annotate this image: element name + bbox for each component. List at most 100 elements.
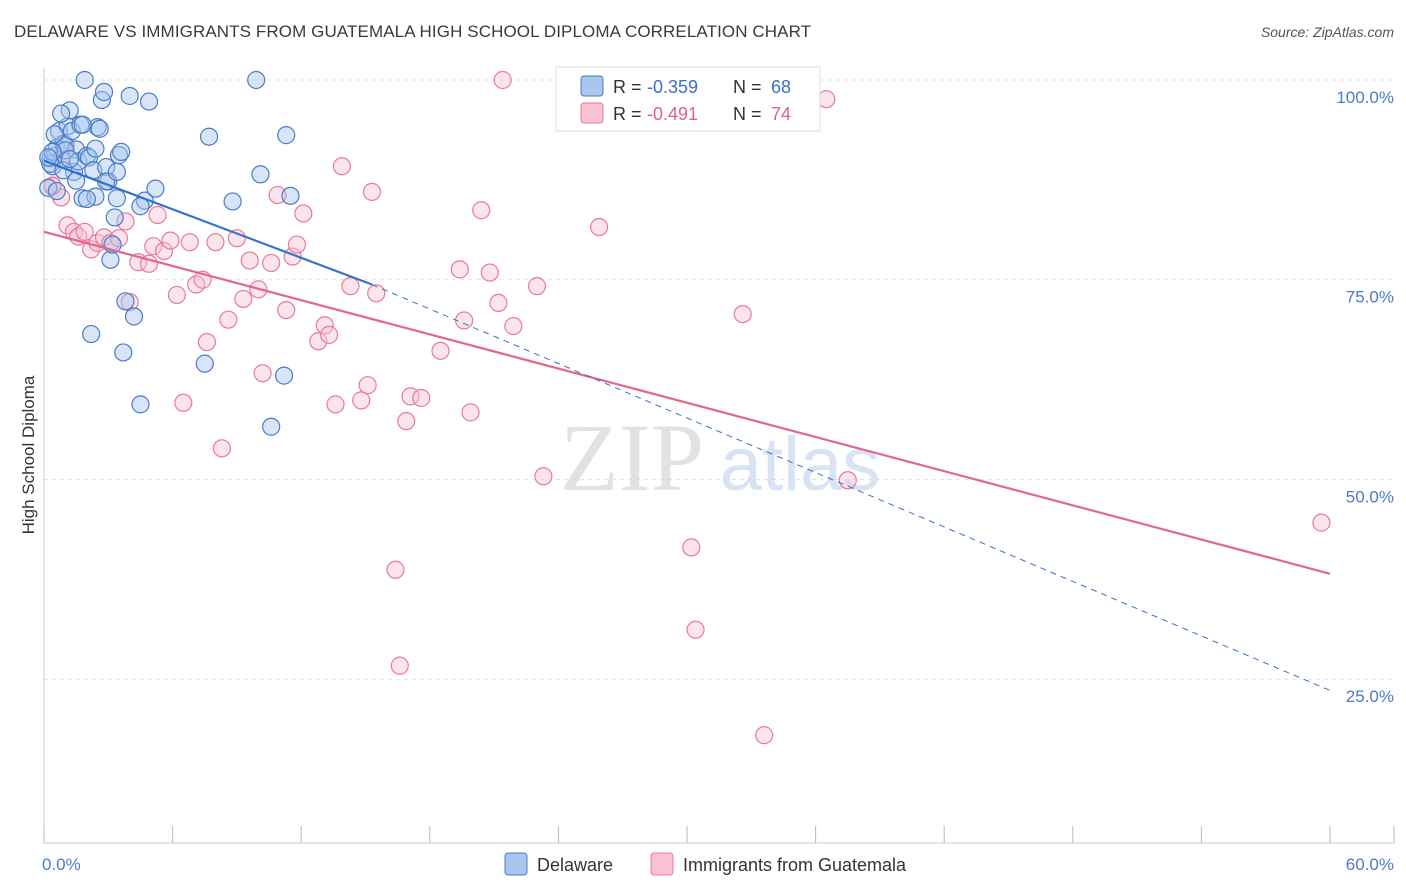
guatemala-point-50 (390, 656, 409, 675)
chart-title: DELAWARE VS IMMIGRANTS FROM GUATEMALA HI… (14, 22, 812, 41)
delaware-point-40 (139, 92, 159, 111)
guatemala-point-42 (326, 395, 345, 414)
delaware-point-26 (94, 82, 114, 102)
legend-bottom-label-delaware: Delaware (537, 855, 613, 875)
delaware-point-49 (281, 186, 300, 205)
guatemala-point-59 (480, 263, 499, 282)
delaware-point-20 (82, 324, 101, 344)
guatemala-point-45 (352, 391, 371, 410)
legend-r-label-pink: R = (613, 104, 642, 124)
delaware-point-50 (277, 126, 296, 145)
delaware-trend-extension (371, 284, 1331, 691)
guatemala-point-19 (167, 285, 186, 305)
legend-swatch-pink (580, 102, 604, 124)
delaware-point-60 (86, 139, 105, 158)
guatemala-point-56 (454, 311, 474, 330)
guatemala-point-44 (341, 277, 360, 296)
guatemala-point-49 (386, 560, 405, 579)
guatemala-point-67 (686, 620, 705, 639)
legend-bottom-label-guatemala: Immigrants from Guatemala (683, 855, 907, 875)
guatemala-point-47 (362, 182, 382, 201)
delaware-point-63 (73, 115, 92, 134)
legend-r-label-blue: R = (613, 77, 642, 97)
delaware-point-64 (107, 162, 126, 181)
y-tick-label-50: 50.0% (1346, 487, 1394, 506)
delaware-point-38 (131, 395, 150, 414)
guatemala-point-55 (450, 260, 469, 279)
guatemala-point-27 (219, 310, 238, 329)
guatemala-point-26 (212, 439, 231, 458)
watermark-atlas: atlas (720, 422, 881, 507)
delaware-point-42 (195, 354, 214, 373)
delaware-trend-line (43, 159, 373, 286)
x-tick-label-min: 0.0% (42, 855, 81, 874)
legend-bottom-swatch-guatemala (650, 852, 674, 876)
delaware-point-41 (146, 179, 165, 198)
legend-n-label-blue: N = (733, 77, 762, 97)
grid-lines (44, 79, 1394, 680)
delaware-point-35 (116, 292, 135, 311)
guatemala-point-43 (332, 157, 352, 176)
guatemala-point-66 (682, 538, 701, 557)
guatemala-point-21 (180, 233, 199, 252)
guatemala-point-58 (472, 201, 491, 220)
legend-swatch-blue (580, 75, 604, 97)
y-tick-label-75: 75.0% (1346, 288, 1394, 307)
guatemala-point-35 (277, 300, 296, 320)
guatemala-point-33 (262, 253, 281, 273)
guatemala-point-40 (315, 316, 334, 335)
y-tick-label-100: 100.0% (1336, 88, 1394, 107)
delaware-point-48 (274, 366, 294, 385)
y-axis-title: High School Diploma (19, 375, 38, 534)
x-tick-label-max: 60.0% (1346, 855, 1394, 874)
delaware-point-46 (251, 165, 270, 184)
guatemala-point-61 (493, 70, 512, 90)
delaware-point-31 (105, 208, 124, 227)
source-label: Source: ZipAtlas.com (1260, 24, 1394, 40)
legend-r-value-blue: -0.359 (647, 77, 698, 97)
delaware-point-36 (120, 86, 139, 106)
guatemala-point-34 (268, 185, 287, 205)
delaware-point-53 (52, 104, 71, 123)
guatemala-point-41 (319, 325, 339, 344)
legend-n-value-blue: 68 (771, 77, 791, 97)
delaware-point-32 (107, 189, 126, 208)
watermark: ZIP atlas (560, 404, 880, 511)
guatemala-point-37 (287, 235, 307, 254)
guatemala-point-53 (412, 388, 431, 408)
delaware-point-24 (90, 119, 109, 138)
legend-n-value-pink: 74 (771, 104, 791, 124)
guatemala-point-48 (367, 284, 386, 303)
guatemala-point-64 (534, 467, 553, 486)
guatemala-point-39 (309, 332, 328, 351)
legend-n-label-pink: N = (733, 104, 762, 124)
guatemala-point-32 (253, 364, 272, 383)
guatemala-point-69 (755, 726, 774, 745)
guatemala-point-29 (234, 289, 253, 309)
guatemala-point-25 (206, 233, 225, 252)
delaware-point-45 (247, 70, 266, 90)
y-tick-label-25: 25.0% (1346, 687, 1394, 706)
series-delaware-points (39, 70, 300, 436)
delaware-point-44 (223, 192, 242, 211)
delaware-point-54 (112, 142, 131, 162)
guatemala-point-60 (489, 293, 508, 313)
delaware-point-34 (114, 343, 133, 362)
guatemala-point-72 (1312, 513, 1331, 532)
guatemala-point-28 (227, 229, 246, 248)
y-tick-labels: 25.0% 50.0% 75.0% 100.0% (1336, 88, 1394, 706)
guatemala-point-16 (148, 205, 167, 225)
x-tick-labels: 0.0% 60.0% (42, 855, 1394, 874)
guatemala-trend-line (43, 230, 1331, 575)
legend-bottom-swatch-delaware (504, 852, 528, 876)
guatemala-point-20 (174, 393, 193, 412)
guatemala-point-51 (397, 412, 416, 431)
legend-r-value-pink: -0.491 (647, 104, 698, 124)
guatemala-point-65 (590, 217, 609, 237)
delaware-point-59 (45, 125, 64, 144)
delaware-point-47 (262, 417, 281, 436)
guatemala-point-54 (431, 341, 450, 360)
guatemala-point-5 (75, 222, 94, 241)
delaware-point-62 (47, 181, 66, 201)
